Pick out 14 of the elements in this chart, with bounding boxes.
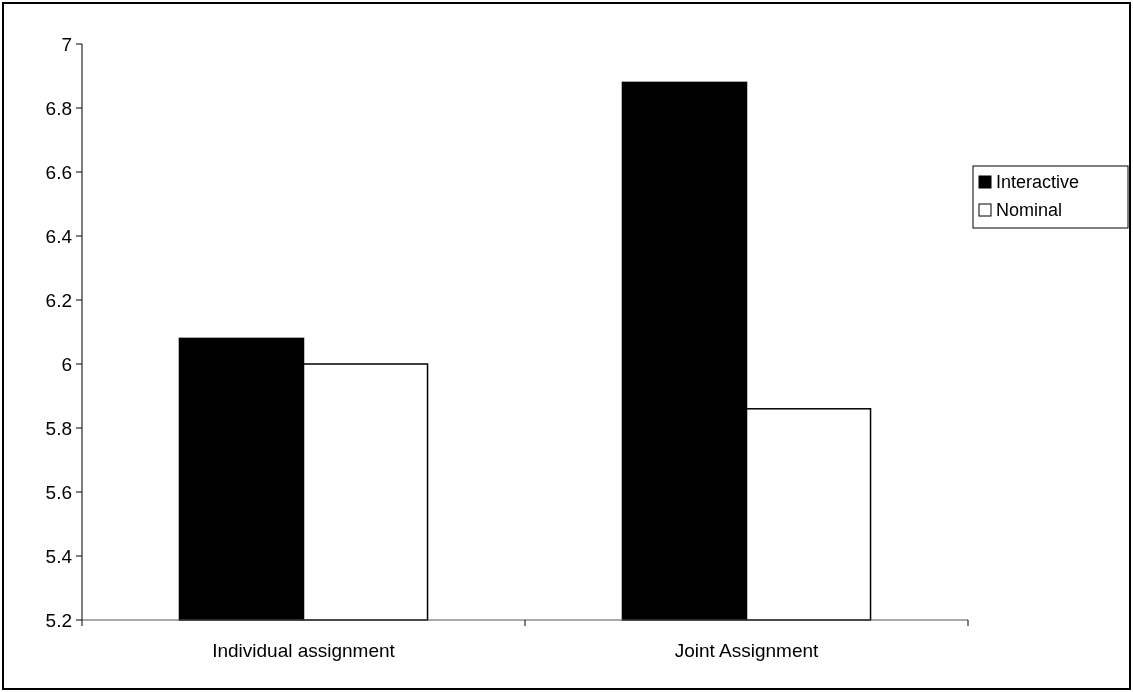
y-tick-label: 6.6 [45,161,72,183]
y-tick-label: 5.2 [45,609,72,631]
x-tick-label: Individual assignment [212,639,396,661]
y-tick-label: 6 [61,353,72,375]
y-tick-label: 6.4 [45,225,73,247]
y-tick-label: 6.2 [45,289,72,311]
x-tick-label: Joint Assignment [674,639,820,661]
legend-label: Interactive [996,172,1080,193]
y-tick-label: 5.8 [45,417,72,439]
legend-label: Nominal [996,200,1063,221]
y-tick-label: 5.4 [45,545,73,567]
y-tick-label: 6.8 [45,97,72,119]
y-tick-label: 5.6 [45,481,72,503]
y-tick-label: 7 [61,33,72,55]
